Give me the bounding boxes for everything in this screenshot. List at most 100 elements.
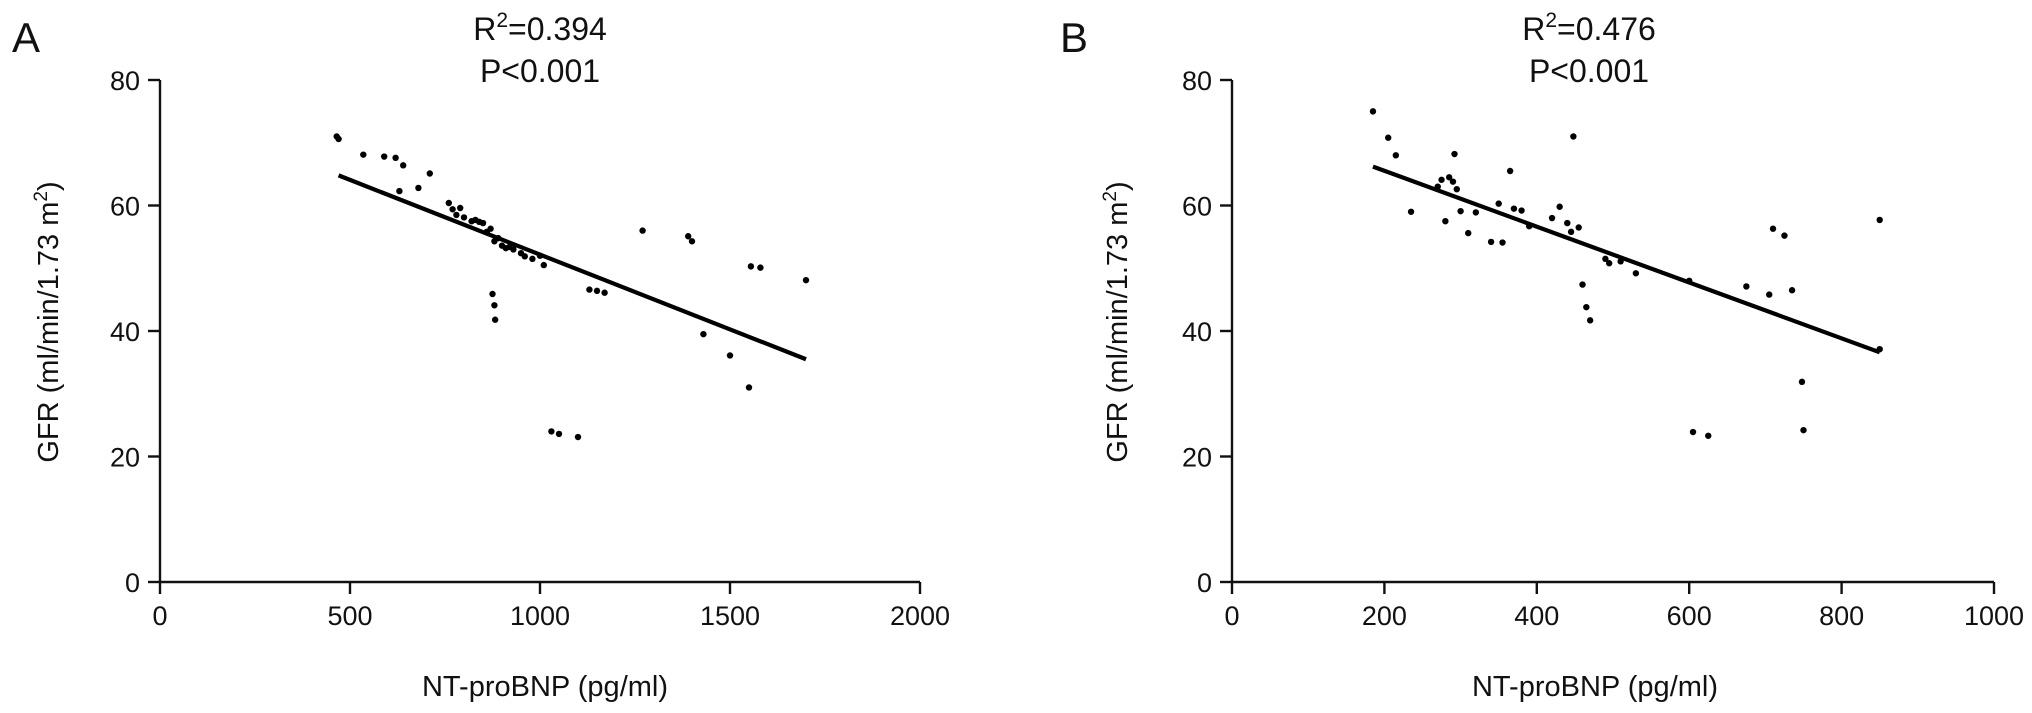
panel-b-data-point xyxy=(1487,238,1495,246)
panel-a-data-point xyxy=(426,170,433,177)
panel-b-y-axis-title: GFR (ml/min/1.73 m2) xyxy=(1100,181,1134,462)
panel-a-data-point xyxy=(639,227,646,234)
panel-a-data-point xyxy=(495,234,502,242)
panel-b-y-tick-label: 20 xyxy=(1182,443,1212,473)
panel-a-data-point xyxy=(529,255,536,263)
panel-a-data-point xyxy=(360,151,367,158)
panel-a-data-point xyxy=(548,428,555,435)
panel-b-data-point xyxy=(1445,174,1453,181)
panel-b-data-point xyxy=(1434,183,1441,190)
panel-b-data-point xyxy=(1769,225,1777,232)
panel-b-letter: B xyxy=(1060,14,1088,61)
panel-a-x-tick-label: 0 xyxy=(152,601,167,631)
panel-a-points xyxy=(333,133,810,441)
panel-a-axes xyxy=(158,80,920,584)
panel-a-y-tick-label: 20 xyxy=(110,443,140,473)
panel-b-data-point xyxy=(1438,176,1445,183)
panel-a-data-point xyxy=(757,264,764,271)
panel-a-data-point xyxy=(747,263,755,270)
panel-a-data-point xyxy=(457,204,464,212)
panel-b-data-point xyxy=(1781,232,1788,239)
panel-a-ticks: 0 20 40 60 80 0 500 1000 1500 2000 xyxy=(110,66,950,631)
panel-b-data-point xyxy=(1385,134,1392,141)
panel-b-data-point xyxy=(1451,150,1458,158)
panel-a-x-tick-label: 2000 xyxy=(890,601,950,631)
panel-b-data-point xyxy=(1800,426,1807,434)
panel-b-y-tick-label: 0 xyxy=(1197,568,1212,598)
panel-a-regression-line xyxy=(337,173,807,362)
panel-b-y-tick-label: 60 xyxy=(1182,192,1212,222)
panel-a-x-tick-label: 1500 xyxy=(700,601,760,631)
panel-b-p-value: P<0.001 xyxy=(1529,53,1649,89)
panel-b-r-squared: R2=0.476 xyxy=(1522,9,1656,47)
panel-b-data-point xyxy=(1564,219,1571,227)
panel-b-x-tick-label: 1000 xyxy=(1964,601,2024,631)
panel-a-r-squared-sup: 2 xyxy=(496,9,508,32)
panel-a-y-tick-label: 40 xyxy=(110,317,140,347)
panel-b-y-title-end: ) xyxy=(1102,181,1134,191)
panel-b-data-point xyxy=(1876,345,1883,353)
panel-a-x-axis-title: NT-proBNP (pg/ml) xyxy=(422,671,668,703)
panel-a-y-tick-label: 60 xyxy=(110,192,140,222)
panel-a-data-point xyxy=(449,206,456,213)
panel-b-data-point xyxy=(1602,255,1609,263)
panel-a-data-point xyxy=(574,433,582,441)
panel-a-data-point xyxy=(802,276,810,284)
panel-b-data-point xyxy=(1449,178,1457,185)
panel-b-data-point xyxy=(1499,239,1506,246)
panel-a-p-value: P<0.001 xyxy=(480,53,600,89)
panel-a-data-point xyxy=(593,287,601,295)
panel-b-data-point xyxy=(1518,207,1525,214)
panel-a-x-tick-label: 500 xyxy=(327,601,372,631)
panel-a-data-point xyxy=(396,187,403,195)
panel-a-data-point xyxy=(521,253,528,260)
panel-a-regression xyxy=(337,173,807,362)
panel-b-y-tick-label: 80 xyxy=(1182,66,1212,96)
panel-a-data-point xyxy=(555,430,563,438)
panel-b-data-point xyxy=(1798,378,1806,386)
panel-a-y-axis-title: GFR (ml/min/1.73 m2) xyxy=(31,181,65,462)
panel-a-y-title-sup: 2 xyxy=(31,191,52,202)
panel-a-data-point xyxy=(536,252,544,259)
panel-a-data-point xyxy=(491,302,498,309)
panel-b-data-point xyxy=(1472,209,1480,216)
panel-a-data-point xyxy=(335,135,342,143)
panel-a-y-tick-label: 80 xyxy=(110,66,140,96)
panel-b-axes xyxy=(1230,80,1994,584)
panel-b-data-point xyxy=(1583,303,1590,311)
panel-a: A R2=0.394 P<0.001 GFR (ml/min/1.73 m2) … xyxy=(12,9,950,703)
panel-b-data-point xyxy=(1605,260,1613,267)
panel-b-data-point xyxy=(1579,281,1586,288)
panel-a-data-point xyxy=(745,384,753,391)
panel-a-data-point xyxy=(540,261,547,269)
panel-b-x-tick-label: 600 xyxy=(1667,601,1712,631)
panel-a-data-point xyxy=(586,286,593,293)
panel-a-letter: A xyxy=(12,14,40,61)
panel-a-data-point xyxy=(510,246,517,253)
panel-b-r-squared-value: =0.476 xyxy=(1557,11,1656,47)
panel-a-data-point xyxy=(392,154,399,162)
panel-b-x-tick-label: 200 xyxy=(1362,601,1407,631)
panel-b-data-point xyxy=(1442,217,1449,225)
panel-b-data-point xyxy=(1525,223,1533,230)
panel-a-data-point xyxy=(445,199,452,207)
panel-b-data-point xyxy=(1586,317,1594,324)
panel-b-data-point xyxy=(1369,108,1377,115)
panel-b-points xyxy=(1369,108,1883,439)
panel-a-y-title-end: ) xyxy=(33,181,65,191)
panel-b-data-point xyxy=(1788,287,1796,294)
panel-a-y-title-main: GFR (ml/min/1.73 m xyxy=(33,202,65,463)
panel-b-data-point xyxy=(1556,203,1563,210)
panel-b-x-axis-title: NT-proBNP (pg/ml) xyxy=(1472,671,1718,703)
panel-b-data-point xyxy=(1575,224,1582,231)
panel-a-data-point xyxy=(400,162,407,169)
panel-a-data-point xyxy=(415,184,422,192)
panel-a-data-point xyxy=(453,211,460,219)
panel-b-data-point xyxy=(1567,228,1575,236)
panel-b-data-point xyxy=(1686,277,1693,284)
panel-a-x-tick-label: 1000 xyxy=(510,601,570,631)
panel-b-y-tick-label: 40 xyxy=(1182,317,1212,347)
panel-a-data-point xyxy=(688,238,696,245)
panel-b-data-point xyxy=(1510,205,1518,212)
